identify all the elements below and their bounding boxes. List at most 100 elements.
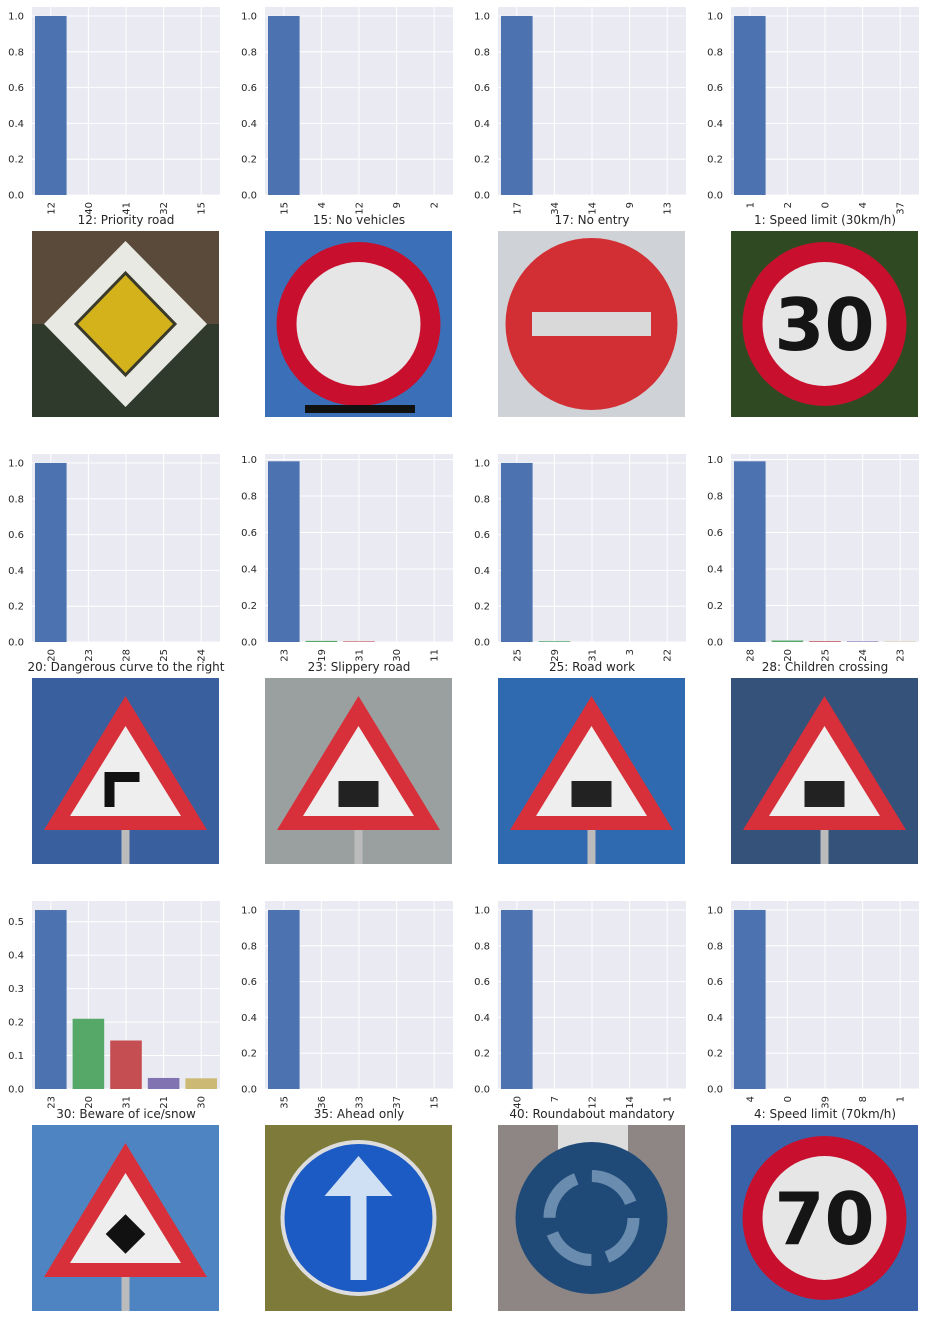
x-tick-label: 1 <box>745 202 756 208</box>
no-entry-sign <box>498 231 685 417</box>
ahead-only-sign <box>265 1125 452 1311</box>
x-tick-label: 23 <box>896 649 907 662</box>
x-tick-label: 39 <box>821 1096 832 1109</box>
y-tick-label: 0.4 <box>8 566 24 577</box>
y-tick-label: 1.0 <box>241 11 257 22</box>
bar <box>501 15 533 196</box>
y-tick-label: 0.4 <box>8 951 24 962</box>
y-tick-label: 1.0 <box>474 905 490 916</box>
y-tick-label: 0.0 <box>8 191 24 202</box>
sign-caption: 25: Road work <box>548 660 636 674</box>
bar <box>268 461 300 642</box>
bar <box>72 1018 105 1089</box>
x-tick-label: 11 <box>430 649 441 662</box>
x-tick-label: 12 <box>355 202 366 215</box>
bar <box>501 462 533 642</box>
bar <box>501 909 533 1089</box>
x-tick-label: 21 <box>159 1096 170 1109</box>
y-tick-label: 0.8 <box>474 941 490 952</box>
x-tick-label: 24 <box>197 649 208 662</box>
y-tick-label: 1.0 <box>241 455 257 466</box>
bar <box>734 461 766 642</box>
speed-limit-30-sign: 30 <box>731 231 918 417</box>
y-tick-label: 0.4 <box>241 1013 257 1024</box>
y-tick-label: 0.8 <box>707 47 723 58</box>
y-tick-label: 1.0 <box>707 455 723 466</box>
x-tick-label: 37 <box>392 1096 403 1109</box>
y-tick-label: 0.2 <box>474 602 490 613</box>
x-tick-label: 25 <box>159 649 170 662</box>
x-tick-label: 12 <box>46 202 57 215</box>
x-tick-label: 20 <box>84 1096 95 1109</box>
y-tick-label: 1.0 <box>707 11 723 22</box>
y-tick-label: 0.6 <box>241 528 257 539</box>
x-tick-label: 14 <box>588 202 599 215</box>
dangerous-curve-right-sign <box>32 678 219 864</box>
y-tick-label: 1.0 <box>474 458 490 469</box>
sign-caption: 20: Dangerous curve to the right <box>27 660 225 674</box>
bar <box>734 15 766 196</box>
sign-caption: 30: Beware of ice/snow <box>56 1107 196 1121</box>
bar <box>305 640 338 642</box>
bar-chart: 0.0 0.2 0.4 0.6 0.8 1.0 23 19 31 30 11 <box>241 454 453 662</box>
bar <box>809 641 841 642</box>
bar-chart: 0.0 0.2 0.4 0.6 0.8 1.0 15 4 12 9 2 <box>241 7 453 215</box>
bar <box>734 909 766 1089</box>
y-tick-label: 0.3 <box>8 984 24 995</box>
x-tick-label: 29 <box>550 649 561 662</box>
y-tick-label: 0.6 <box>707 977 723 988</box>
x-tick-label: 20 <box>46 649 57 662</box>
sign-caption: 15: No vehicles <box>312 213 406 227</box>
bar-chart: 0.0 0.2 0.4 0.6 0.8 1.0 12 40 41 32 15 <box>8 7 220 215</box>
bar-chart: 0.0 0.2 0.4 0.6 0.8 1.0 40 7 12 14 1 <box>474 901 686 1109</box>
x-tick-label: 4 <box>317 202 328 208</box>
children-crossing-sign <box>731 678 918 864</box>
y-tick-label: 0.4 <box>707 1013 723 1024</box>
y-tick-label: 0.4 <box>474 566 490 577</box>
x-tick-label: 31 <box>355 649 366 662</box>
y-tick-label: 0.2 <box>241 155 257 166</box>
y-tick-label: 0.2 <box>474 155 490 166</box>
bar <box>35 15 67 196</box>
x-tick-label: 14 <box>625 1096 636 1109</box>
road-work-sign <box>498 678 685 864</box>
bar-chart: 0.0 0.2 0.4 0.6 0.8 1.0 25 29 31 3 22 <box>474 454 686 662</box>
x-tick-label: 4 <box>745 1096 756 1102</box>
bar <box>185 1078 217 1089</box>
sign-caption: 28: Children crossing <box>761 660 889 674</box>
y-tick-label: 0.4 <box>474 119 490 130</box>
no-vehicles-sign <box>265 231 452 417</box>
sign-caption: 23: Slippery road <box>307 660 411 674</box>
x-tick-label: 0 <box>783 1096 794 1102</box>
x-tick-label: 17 <box>512 202 523 215</box>
x-tick-label: 15 <box>279 202 290 215</box>
x-tick-label: 9 <box>625 202 636 208</box>
svg-text:30: 30 <box>774 283 874 367</box>
y-tick-label: 0.4 <box>8 119 24 130</box>
bar <box>846 641 879 642</box>
x-tick-label: 30 <box>392 649 403 662</box>
y-tick-label: 0.2 <box>8 602 24 613</box>
y-tick-label: 0.4 <box>707 119 723 130</box>
y-tick-label: 0.8 <box>241 491 257 502</box>
y-tick-label: 0.8 <box>474 47 490 58</box>
y-tick-label: 0.4 <box>474 1013 490 1024</box>
y-tick-label: 1.0 <box>474 11 490 22</box>
x-tick-label: 28 <box>122 649 133 662</box>
x-tick-label: 1 <box>896 1096 907 1102</box>
y-tick-label: 0.2 <box>707 601 723 612</box>
y-tick-label: 0.2 <box>241 601 257 612</box>
y-tick-label: 0.0 <box>241 191 257 202</box>
y-tick-label: 0.6 <box>707 83 723 94</box>
y-tick-label: 0.8 <box>241 941 257 952</box>
y-tick-label: 0.2 <box>474 1049 490 1060</box>
y-tick-label: 0.6 <box>241 977 257 988</box>
x-tick-label: 0 <box>821 202 832 208</box>
x-tick-label: 15 <box>430 1096 441 1109</box>
sign-caption: 1: Speed limit (30km/h) <box>753 213 897 227</box>
y-tick-label: 0.5 <box>8 917 24 928</box>
sign-caption: 35: Ahead only <box>313 1107 405 1121</box>
y-tick-label: 0.4 <box>241 119 257 130</box>
y-tick-label: 0.2 <box>8 1018 24 1029</box>
bar-chart: 0.0 0.2 0.4 0.6 0.8 1.0 17 34 14 9 13 <box>474 7 686 215</box>
